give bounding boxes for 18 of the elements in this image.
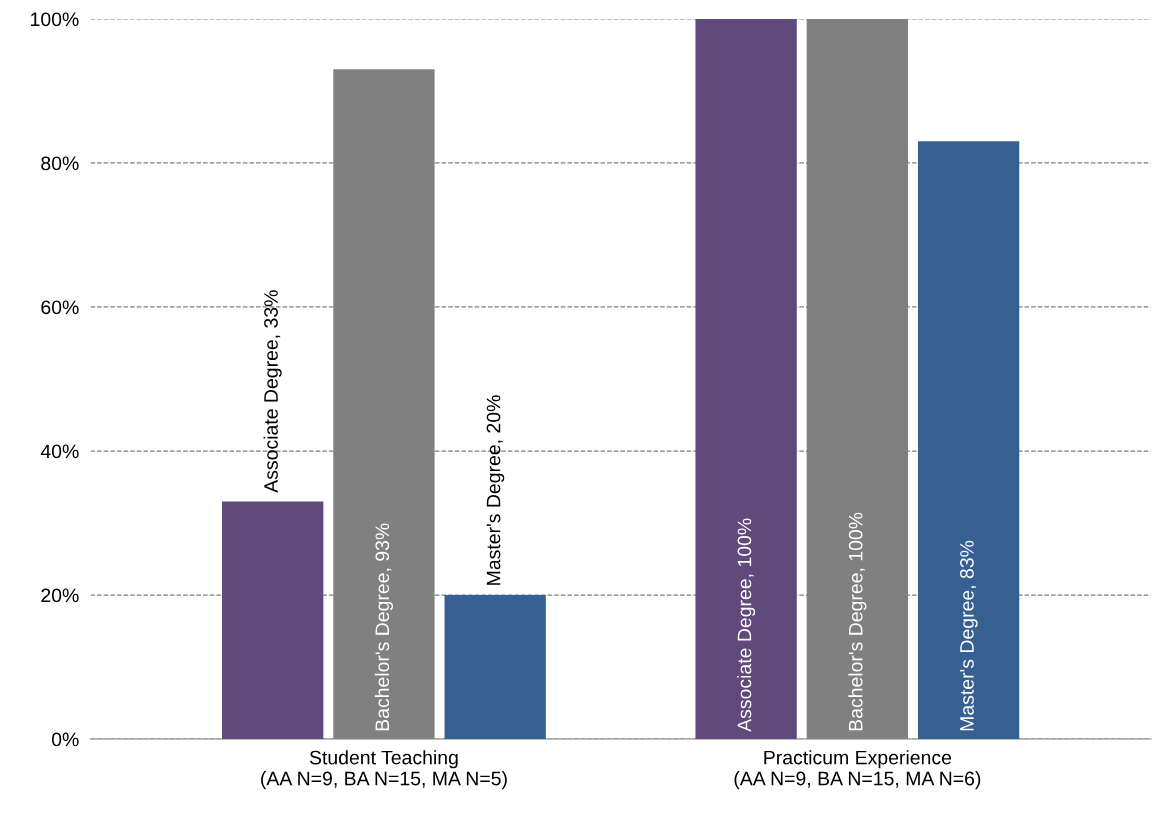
y-tick-label: 40% <box>40 444 79 459</box>
x-tick-label: Practicum Experience (AA N=9, BA N=15, MA N=6) <box>734 750 981 790</box>
x-tick-label: Student Teaching (AA N=9, BA N=15, MA N=5) <box>261 750 507 790</box>
text: Associate Degree, 33% <box>263 290 282 493</box>
bar <box>222 501 324 740</box>
text: Bachelor's Degree, 93% <box>374 523 393 731</box>
y-tick-label: 20% <box>41 588 79 603</box>
y-tick-label: 60% <box>41 300 79 315</box>
y-tick-label: 100% <box>31 12 79 27</box>
text: Bachelor's Degree, 100% <box>848 512 867 731</box>
bar <box>917 141 1020 740</box>
y-tick-label: 0% <box>51 732 79 747</box>
bar <box>444 595 546 740</box>
y-tick-label: 80% <box>41 156 79 171</box>
text: Associate Degree, 100% <box>737 518 756 732</box>
bar <box>695 18 797 740</box>
text: Master's Degree, 83% <box>960 540 978 731</box>
text: Master's Degree, 20% <box>486 395 505 585</box>
